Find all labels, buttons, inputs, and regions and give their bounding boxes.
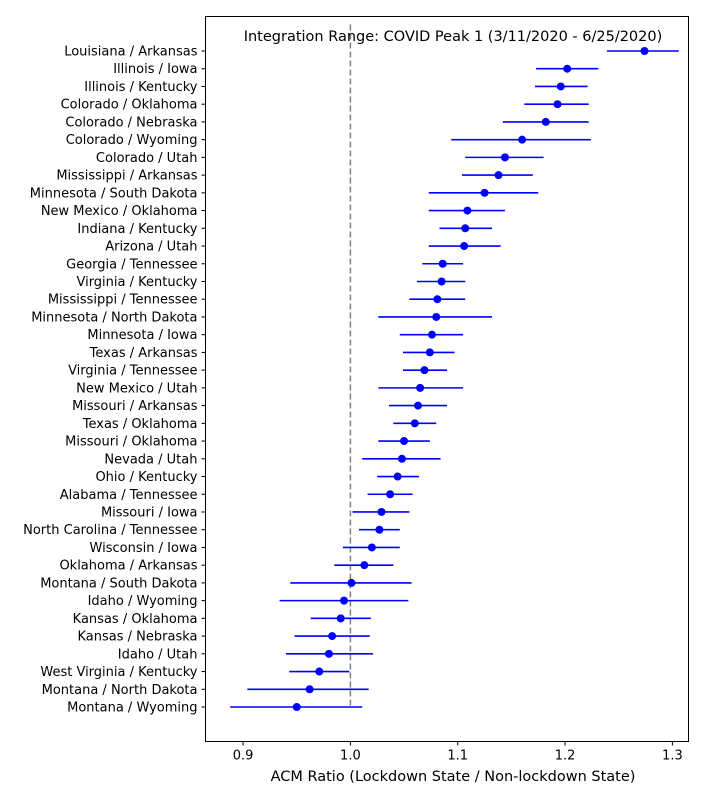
data-point (433, 295, 442, 304)
y-tick-label: Kansas / Nebraska (78, 630, 198, 645)
y-tick-label: Missouri / Arkansas (72, 399, 198, 414)
y-tick-label: Illinois / Iowa (113, 62, 197, 77)
data-point (360, 561, 369, 570)
data-point (292, 703, 301, 712)
data-point (640, 47, 649, 55)
x-tick-label: 0.9 (233, 749, 254, 764)
y-tick-label: Minnesota / Iowa (87, 328, 197, 343)
data-point (494, 171, 503, 180)
y-tick-label: Georgia / Tennessee (66, 257, 197, 272)
y-tick-label: Illinois / Kentucky (84, 80, 198, 95)
chart-marks (230, 24, 679, 712)
y-tick-label: Colorado / Utah (96, 151, 198, 166)
data-point (518, 135, 527, 144)
data-point (339, 596, 348, 605)
y-tick-label: Virginia / Tennessee (68, 364, 197, 379)
x-axis-label: ACM Ratio (Lockdown State / Non-lockdown… (271, 769, 636, 785)
y-tick-label: Alabama / Tennessee (60, 488, 198, 503)
data-point (416, 383, 425, 392)
data-point (367, 543, 376, 552)
data-point (324, 649, 333, 658)
y-tick-label: Kansas / Oklahoma (73, 612, 198, 627)
y-tick-label: Minnesota / South Dakota (30, 186, 198, 201)
data-point (336, 614, 345, 623)
y-tick-label: West Virginia / Kentucky (40, 665, 197, 680)
data-point (437, 277, 446, 286)
x-tick-label: 1.0 (340, 749, 361, 764)
y-tick-label: Virginia / Kentucky (76, 275, 197, 290)
y-tick-label: Colorado / Oklahoma (61, 98, 198, 113)
data-point (397, 454, 406, 463)
data-point (377, 507, 386, 516)
y-tick-label: Idaho / Wyoming (88, 594, 198, 609)
y-tick-label: Louisiana / Arkansas (64, 45, 198, 60)
data-point (420, 366, 429, 375)
data-point (460, 242, 469, 251)
data-point (347, 578, 356, 587)
x-tick-label: 1.2 (555, 749, 576, 764)
y-tick-label: New Mexico / Oklahoma (41, 204, 198, 219)
data-point (375, 525, 384, 534)
y-tick-label: Ohio / Kentucky (95, 470, 197, 485)
data-point (461, 224, 470, 233)
data-point (386, 490, 395, 499)
x-ticks: 0.9 1.0 1.1 1.2 1.3 (233, 741, 683, 764)
y-tick-label: Missouri / Iowa (101, 505, 198, 520)
chart-title: Integration Range: COVID Peak 1 (3/11/20… (244, 29, 663, 45)
y-tick-labels: Louisiana / Arkansas Illinois / Iowa Illin… (23, 45, 206, 716)
data-point (427, 330, 436, 339)
y-tick-label: Oklahoma / Arkansas (59, 559, 197, 574)
y-tick-label: Nevada / Utah (104, 452, 197, 467)
y-tick-label: Indiana / Kentucky (77, 222, 197, 237)
data-point (463, 206, 472, 215)
y-tick-label: Mississippi / Tennessee (48, 293, 198, 308)
data-point (328, 632, 337, 641)
y-tick-label: New Mexico / Utah (76, 381, 197, 396)
y-tick-label: Mississippi / Arkansas (56, 169, 197, 184)
y-tick-label: Idaho / Utah (118, 647, 198, 662)
data-point (553, 100, 562, 109)
y-tick-label: Minnesota / North Dakota (31, 310, 197, 325)
x-tick-label: 1.1 (447, 749, 468, 764)
data-point (393, 472, 402, 481)
plot-frame (205, 16, 689, 742)
data-point (414, 401, 423, 410)
y-tick-label: Texas / Arkansas (89, 346, 198, 361)
data-point (315, 667, 324, 676)
y-tick-label: Missouri / Oklahoma (65, 435, 197, 450)
y-tick-label: Arizona / Utah (105, 240, 197, 255)
data-point (305, 685, 314, 694)
data-point (480, 188, 489, 197)
y-tick-label: Montana / North Dakota (42, 683, 198, 698)
data-point (432, 312, 441, 321)
data-point (541, 117, 550, 126)
y-tick-label: Texas / Oklahoma (82, 417, 198, 432)
y-tick-label: North Carolina / Tennessee (23, 523, 197, 538)
y-tick-label: Colorado / Wyoming (66, 133, 198, 148)
data-point (500, 153, 509, 162)
data-point (425, 348, 434, 357)
y-tick-label: Wisconsin / Iowa (90, 541, 198, 556)
data-point (400, 437, 409, 446)
y-tick-label: Montana / Wyoming (67, 701, 197, 716)
data-point (563, 64, 572, 73)
x-tick-label: 1.3 (662, 749, 683, 764)
data-point (438, 259, 447, 268)
data-point (410, 419, 419, 428)
data-point (556, 82, 565, 91)
y-tick-label: Montana / South Dakota (40, 576, 197, 591)
y-tick-label: Colorado / Nebraska (65, 115, 197, 130)
